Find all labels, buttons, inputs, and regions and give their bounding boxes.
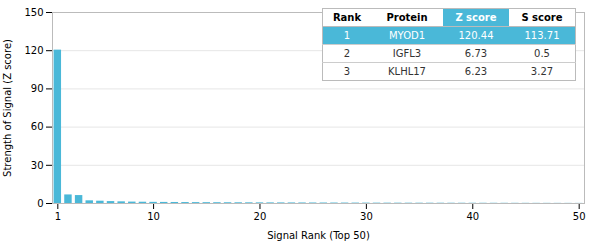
html-text:2: 2 [343, 48, 351, 59]
svg-text:60: 60 [31, 121, 44, 132]
svg-text:1: 1 [55, 211, 61, 222]
html-text:Rank: Rank [332, 12, 362, 23]
svg-text:40: 40 [466, 211, 479, 222]
svg-text:30: 30 [31, 160, 44, 171]
svg-text:20: 20 [254, 211, 267, 222]
html-text:6.73: 6.73 [464, 48, 488, 59]
html-text:IGFL3: IGFL3 [392, 48, 422, 59]
html-text:120.44: 120.44 [458, 30, 494, 41]
html-text:MYOD1: MYOD1 [388, 30, 426, 41]
svg-text:50: 50 [573, 211, 586, 222]
html-text:6.23: 6.23 [464, 66, 488, 77]
html-text:0.5: 0.5 [534, 48, 550, 59]
html-text:113.71: 113.71 [524, 30, 560, 41]
svg-text:90: 90 [31, 83, 44, 94]
svg-text:30: 30 [360, 211, 373, 222]
html-text:S score: S score [521, 12, 563, 23]
svg-text:10: 10 [147, 211, 160, 222]
html-text:1: 1 [343, 30, 351, 41]
html-text:Z score: Z score [455, 12, 497, 23]
html-text:Protein: Protein [386, 12, 428, 23]
html-text:KLHL17: KLHL17 [388, 66, 426, 77]
svg-text:Strength of Signal (Z score): Strength of Signal (Z score) [2, 39, 13, 177]
html-text:3: 3 [343, 66, 351, 77]
html-text:3.27: 3.27 [530, 66, 554, 77]
svg-text:120: 120 [24, 45, 43, 56]
svg-text:Signal Rank (Top 50): Signal Rank (Top 50) [267, 230, 370, 241]
svg-text:0: 0 [37, 198, 43, 209]
svg-text:150: 150 [24, 7, 43, 18]
